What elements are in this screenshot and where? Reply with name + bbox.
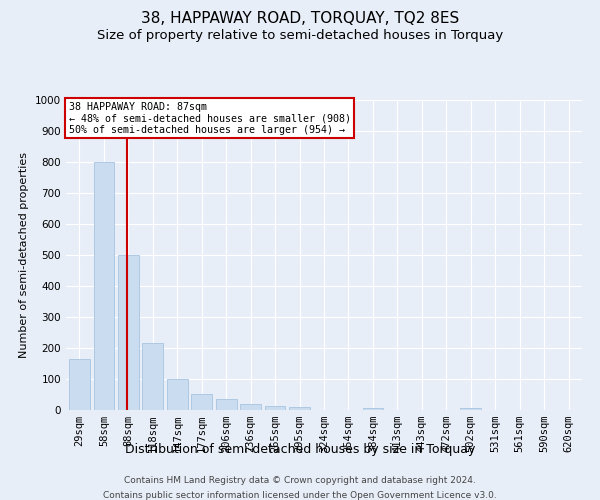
- Text: Contains public sector information licensed under the Open Government Licence v3: Contains public sector information licen…: [103, 491, 497, 500]
- Text: Distribution of semi-detached houses by size in Torquay: Distribution of semi-detached houses by …: [125, 442, 475, 456]
- Bar: [69, 359, 90, 410]
- Text: Contains HM Land Registry data © Crown copyright and database right 2024.: Contains HM Land Registry data © Crown c…: [124, 476, 476, 485]
- Bar: [191, 394, 212, 410]
- Bar: [362, 408, 383, 410]
- Bar: [240, 404, 261, 410]
- Bar: [265, 406, 286, 410]
- Text: 38, HAPPAWAY ROAD, TORQUAY, TQ2 8ES: 38, HAPPAWAY ROAD, TORQUAY, TQ2 8ES: [141, 11, 459, 26]
- Text: 38 HAPPAWAY ROAD: 87sqm
← 48% of semi-detached houses are smaller (908)
50% of s: 38 HAPPAWAY ROAD: 87sqm ← 48% of semi-de…: [68, 102, 350, 134]
- Bar: [94, 162, 114, 410]
- Bar: [216, 399, 236, 410]
- Bar: [167, 379, 188, 410]
- Bar: [289, 407, 310, 410]
- Bar: [460, 408, 481, 410]
- Bar: [118, 255, 139, 410]
- Text: Size of property relative to semi-detached houses in Torquay: Size of property relative to semi-detach…: [97, 29, 503, 42]
- Bar: [142, 344, 163, 410]
- Y-axis label: Number of semi-detached properties: Number of semi-detached properties: [19, 152, 29, 358]
